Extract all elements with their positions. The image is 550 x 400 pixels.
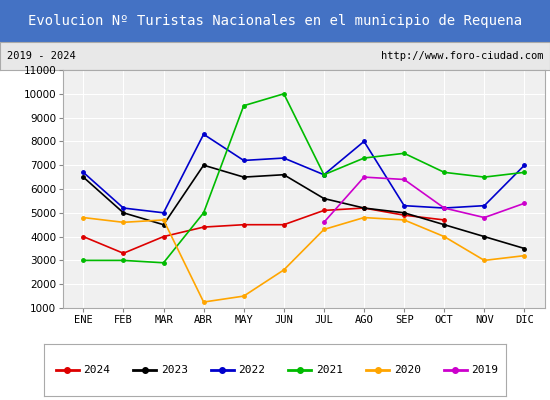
Text: http://www.foro-ciudad.com: http://www.foro-ciudad.com [381,51,543,61]
Text: Evolucion Nº Turistas Nacionales en el municipio de Requena: Evolucion Nº Turistas Nacionales en el m… [28,14,522,28]
Text: 2020: 2020 [394,365,421,375]
Text: 2019: 2019 [471,365,498,375]
Text: 2022: 2022 [239,365,266,375]
Text: 2023: 2023 [161,365,188,375]
Text: 2024: 2024 [83,365,110,375]
Text: 2019 - 2024: 2019 - 2024 [7,51,75,61]
Text: 2021: 2021 [316,365,343,375]
